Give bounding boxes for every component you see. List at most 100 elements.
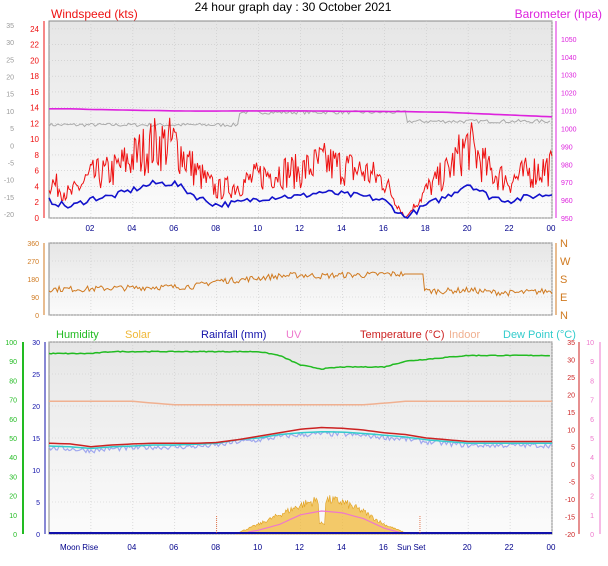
uv-tick: 1 bbox=[590, 513, 594, 520]
windspeed-tick: 8 bbox=[35, 151, 40, 160]
windspeed-tick: 0 bbox=[35, 214, 40, 223]
rainfall-tick: 5 bbox=[36, 500, 40, 507]
x-tick-label: 08 bbox=[211, 224, 220, 233]
uv-tick: 5 bbox=[590, 436, 594, 443]
gust-tick: -20 bbox=[4, 212, 14, 219]
uv-tick: 4 bbox=[590, 455, 594, 462]
barometer-tick: 1020 bbox=[561, 91, 577, 98]
x-tick-label: 14 bbox=[337, 543, 346, 552]
x-tick-label: 02 bbox=[85, 224, 94, 233]
temperature-tick: 5 bbox=[571, 445, 575, 452]
x-tick-label: 12 bbox=[295, 543, 304, 552]
temperature-tick: 35 bbox=[567, 340, 575, 347]
gust-tick: -15 bbox=[4, 195, 14, 202]
compass-label: S bbox=[560, 274, 567, 286]
x-tick-label: 06 bbox=[169, 224, 178, 233]
moon-rise-label: Moon Rise bbox=[60, 543, 99, 552]
uv-tick: 3 bbox=[590, 474, 594, 481]
windspeed-tick: 22 bbox=[30, 41, 39, 50]
windspeed-tick: 20 bbox=[30, 56, 39, 65]
page-title: 24 hour graph day : 30 October 2021 bbox=[195, 0, 392, 14]
indoor-line bbox=[49, 400, 552, 406]
windspeed-tick: 18 bbox=[30, 72, 39, 81]
uv-tick: 9 bbox=[590, 359, 594, 366]
temperature-tick: -15 bbox=[565, 515, 575, 522]
humidity-tick: 90 bbox=[9, 359, 17, 366]
gust-tick: 0 bbox=[10, 143, 14, 150]
windspeed-tick: 2 bbox=[35, 198, 40, 207]
barometer-line bbox=[49, 108, 553, 118]
windspeed-tick: 10 bbox=[30, 135, 39, 144]
x-tick-label: 12 bbox=[295, 224, 304, 233]
x-tick-label: 16 bbox=[379, 543, 388, 552]
legend-dewpoint: Dew Point (°C) bbox=[503, 329, 576, 341]
humidity-tick: 20 bbox=[9, 494, 17, 501]
rainfall-tick: 10 bbox=[32, 468, 40, 475]
dewpoint-line bbox=[48, 430, 552, 450]
x-tick-label: 14 bbox=[337, 224, 346, 233]
temperature-tick: -20 bbox=[565, 532, 575, 539]
temperature-tick: -10 bbox=[565, 497, 575, 504]
x-tick-label: 10 bbox=[253, 224, 262, 233]
gust-tick: 20 bbox=[6, 75, 14, 82]
barometer-tick: 960 bbox=[561, 198, 573, 205]
compass-label: N bbox=[560, 238, 568, 250]
temperature-tick: -5 bbox=[569, 480, 575, 487]
humidity-tick: 80 bbox=[9, 378, 17, 385]
x-tick-label: 22 bbox=[505, 224, 514, 233]
rainfall-tick: 25 bbox=[32, 372, 40, 379]
temperature-tick: 25 bbox=[567, 375, 575, 382]
legend-humidity: Humidity bbox=[56, 329, 99, 341]
windspeed-tick: 16 bbox=[30, 88, 39, 97]
barometer-tick: 1000 bbox=[561, 126, 577, 133]
windspeed-axis-label: Windspeed (kts) bbox=[51, 7, 138, 21]
temperature-tick: 10 bbox=[567, 427, 575, 434]
windspeed-tick: 4 bbox=[35, 182, 40, 191]
temperature-tick: 0 bbox=[571, 462, 575, 469]
x-tick-label: 20 bbox=[463, 543, 472, 552]
humidity-tick: 0 bbox=[13, 532, 17, 539]
humidity-tick: 10 bbox=[9, 513, 17, 520]
temperature-tick: 30 bbox=[567, 357, 575, 364]
direction-tick: 90 bbox=[31, 295, 39, 302]
uv-tick: 7 bbox=[590, 398, 594, 405]
barometer-tick: 950 bbox=[561, 216, 573, 223]
humidity-tick: 70 bbox=[9, 398, 17, 405]
legend-solar: Solar bbox=[125, 329, 151, 341]
legend-uv: UV bbox=[286, 329, 302, 341]
direction-line bbox=[48, 270, 553, 298]
uv-line bbox=[247, 510, 401, 534]
direction-tick: 270 bbox=[27, 259, 39, 266]
barometer-tick: 990 bbox=[561, 144, 573, 151]
x-tick-label: 10 bbox=[253, 543, 262, 552]
barometer-tick: 1040 bbox=[561, 55, 577, 62]
gust-tick: 15 bbox=[6, 92, 14, 99]
windspeed-tick: 24 bbox=[30, 25, 39, 34]
x-tick-label: 06 bbox=[169, 543, 178, 552]
rainfall-tick: 15 bbox=[32, 436, 40, 443]
gust-tick: 35 bbox=[6, 23, 14, 30]
legend-temperature: Temperature (°C) bbox=[360, 329, 444, 341]
sun-set-label: Sun Set bbox=[397, 543, 426, 552]
gust-tick: -5 bbox=[8, 160, 14, 167]
direction-tick: 0 bbox=[35, 313, 39, 320]
rainfall-tick: 20 bbox=[32, 404, 40, 411]
x-tick-label: 04 bbox=[127, 543, 136, 552]
uv-tick: 2 bbox=[590, 494, 594, 501]
barometer-tick: 1030 bbox=[561, 73, 577, 80]
uv-tick: 0 bbox=[590, 532, 594, 539]
uv-tick: 6 bbox=[590, 417, 594, 424]
x-tick-label: 00 bbox=[547, 224, 556, 233]
x-tick-label: 08 bbox=[211, 543, 220, 552]
barometer-tick: 1010 bbox=[561, 109, 577, 116]
uv-tick: 8 bbox=[590, 378, 594, 385]
legend-rainfall: Rainfall (mm) bbox=[201, 329, 266, 341]
temperature-tick: 15 bbox=[567, 410, 575, 417]
windspeed-tick: 14 bbox=[30, 104, 39, 113]
x-tick-label: 20 bbox=[463, 224, 472, 233]
x-tick-label: 18 bbox=[421, 224, 430, 233]
rainfall-tick: 30 bbox=[32, 340, 40, 347]
temperature-line bbox=[48, 426, 552, 448]
